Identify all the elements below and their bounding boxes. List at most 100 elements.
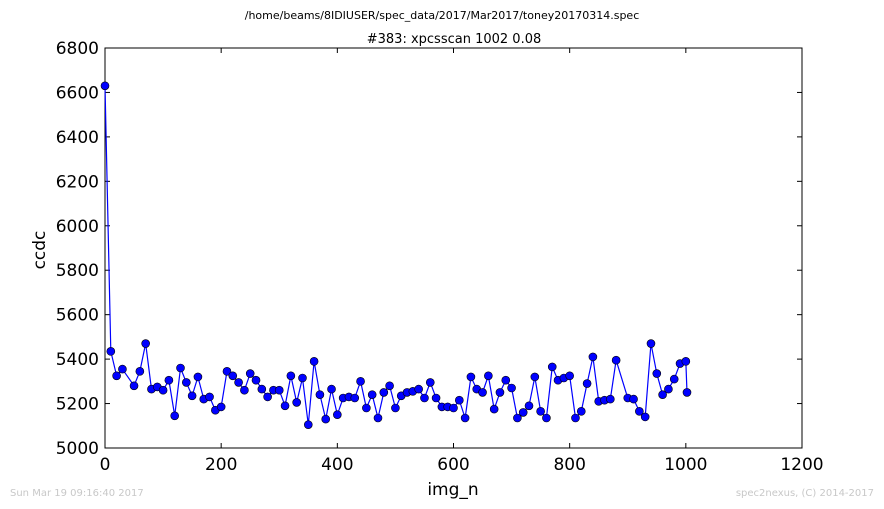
plot-frame	[104, 47, 803, 449]
data-point	[216, 402, 226, 412]
data-point	[455, 395, 464, 405]
data-point	[611, 355, 621, 365]
data-point	[280, 401, 290, 411]
data-point	[484, 371, 493, 381]
data-point	[321, 414, 331, 424]
data-point	[367, 390, 377, 399]
data-point	[425, 378, 435, 387]
data-point	[385, 381, 394, 391]
data-point	[629, 394, 638, 404]
data-point	[547, 362, 557, 372]
y-tick-label: 5400	[56, 350, 99, 370]
x-tick-label: 0	[100, 455, 111, 475]
data-point	[536, 407, 545, 416]
data-point	[478, 388, 487, 397]
data-point	[576, 407, 586, 416]
data-point	[315, 390, 325, 399]
data-point	[431, 393, 441, 403]
data-point	[112, 371, 121, 381]
data-point	[118, 364, 127, 374]
data-point	[489, 404, 499, 414]
data-point	[257, 384, 267, 394]
data-point	[286, 371, 296, 381]
data-point	[100, 81, 110, 91]
y-tick-label: 6000	[56, 217, 99, 237]
y-tick-label: 5800	[56, 261, 99, 281]
data-point	[350, 393, 360, 403]
data-point	[240, 385, 249, 395]
data-point	[205, 392, 214, 402]
data-point	[466, 372, 476, 382]
data-point	[292, 398, 301, 407]
data-point	[565, 371, 574, 381]
data-point	[333, 410, 342, 419]
y-tick-label: 5200	[56, 395, 99, 415]
chart-suptitle: /home/beams/8IDIUSER/spec_data/2017/Mar2…	[245, 9, 640, 22]
data-point	[135, 367, 145, 376]
x-tick-label: 200	[205, 455, 237, 475]
y-axis-label: ccdc	[30, 231, 50, 270]
data-point	[635, 407, 644, 416]
data-point	[495, 388, 505, 397]
data-point	[606, 394, 615, 404]
data-point	[193, 372, 203, 382]
data-point	[228, 371, 238, 381]
x-tick-label: 1000	[664, 455, 707, 475]
footer-credit: spec2nexus, (C) 2014-2017	[735, 488, 874, 499]
y-tick-label: 6600	[56, 83, 99, 103]
y-tick-label: 6800	[56, 39, 99, 59]
data-point	[652, 369, 662, 378]
data-point	[664, 384, 673, 394]
data-point	[501, 375, 511, 385]
data-point	[460, 413, 470, 423]
data-point	[158, 385, 168, 395]
y-tick-label: 6200	[56, 172, 99, 192]
data-point	[164, 375, 174, 385]
chart-title: #383: xpcsscan 1002 0.08	[367, 32, 542, 47]
data-point	[379, 388, 389, 397]
data-point	[640, 412, 650, 422]
data-point	[176, 363, 185, 373]
data-point	[356, 377, 365, 386]
data-point	[362, 403, 371, 413]
data-point	[449, 403, 458, 413]
data-point	[222, 367, 232, 376]
data-point	[524, 401, 534, 411]
data-point	[391, 403, 400, 413]
data-point	[182, 378, 191, 387]
data-point	[518, 408, 528, 417]
data-point	[298, 373, 307, 383]
data-point	[513, 413, 522, 423]
data-point	[507, 383, 516, 393]
data-point	[327, 384, 336, 394]
data-point	[129, 381, 139, 391]
x-tick-label: 800	[553, 455, 585, 475]
data-point	[582, 379, 592, 388]
axis-ticks: 0 200 400 600 800 1000 1200 5000 5200 5400 5600 580…	[56, 39, 824, 475]
y-tick-label: 5600	[56, 306, 99, 326]
data-point	[669, 374, 679, 384]
data-point	[234, 378, 243, 387]
data-point	[682, 388, 692, 397]
y-tick-label: 6400	[56, 128, 99, 148]
data-point	[170, 411, 179, 421]
data-point	[420, 393, 429, 403]
data-series	[100, 81, 692, 429]
data-point	[141, 339, 150, 348]
data-point	[530, 372, 540, 382]
x-tick-label: 400	[321, 455, 353, 475]
data-point	[646, 339, 656, 348]
data-point	[303, 420, 313, 429]
data-point	[106, 347, 116, 356]
data-point	[245, 369, 255, 378]
data-point	[251, 375, 261, 385]
x-axis-label: img_n	[427, 480, 478, 500]
data-point	[658, 390, 667, 399]
data-point	[274, 385, 284, 395]
data-point	[263, 392, 272, 402]
data-point	[187, 391, 197, 401]
y-tick-label: 5000	[56, 439, 99, 459]
footer-timestamp: Sun Mar 19 09:16:40 2017	[10, 488, 144, 499]
data-point	[414, 384, 423, 394]
